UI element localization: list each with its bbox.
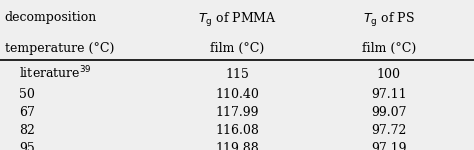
Text: literature$^{39}$: literature$^{39}$	[19, 64, 92, 81]
Text: temperature (°C): temperature (°C)	[5, 42, 114, 55]
Text: 97.11: 97.11	[371, 87, 407, 100]
Text: 116.08: 116.08	[215, 123, 259, 136]
Text: $\mathit{T}_{\mathrm{g}}$ of PS: $\mathit{T}_{\mathrm{g}}$ of PS	[363, 11, 415, 28]
Text: 97.19: 97.19	[371, 141, 406, 150]
Text: decomposition: decomposition	[5, 11, 97, 24]
Text: 97.72: 97.72	[371, 123, 406, 136]
Text: 95: 95	[19, 141, 35, 150]
Text: film (°C): film (°C)	[210, 42, 264, 55]
Text: 67: 67	[19, 105, 35, 118]
Text: 100: 100	[377, 68, 401, 81]
Text: 110.40: 110.40	[215, 87, 259, 100]
Text: film (°C): film (°C)	[362, 42, 416, 55]
Text: 50: 50	[19, 87, 35, 100]
Text: $\mathit{T}_{\mathrm{g}}$ of PMMA: $\mathit{T}_{\mathrm{g}}$ of PMMA	[198, 11, 276, 28]
Text: 117.99: 117.99	[215, 105, 259, 118]
Text: 82: 82	[19, 123, 35, 136]
Text: 119.88: 119.88	[215, 141, 259, 150]
Text: 115: 115	[225, 68, 249, 81]
Text: 99.07: 99.07	[371, 105, 406, 118]
